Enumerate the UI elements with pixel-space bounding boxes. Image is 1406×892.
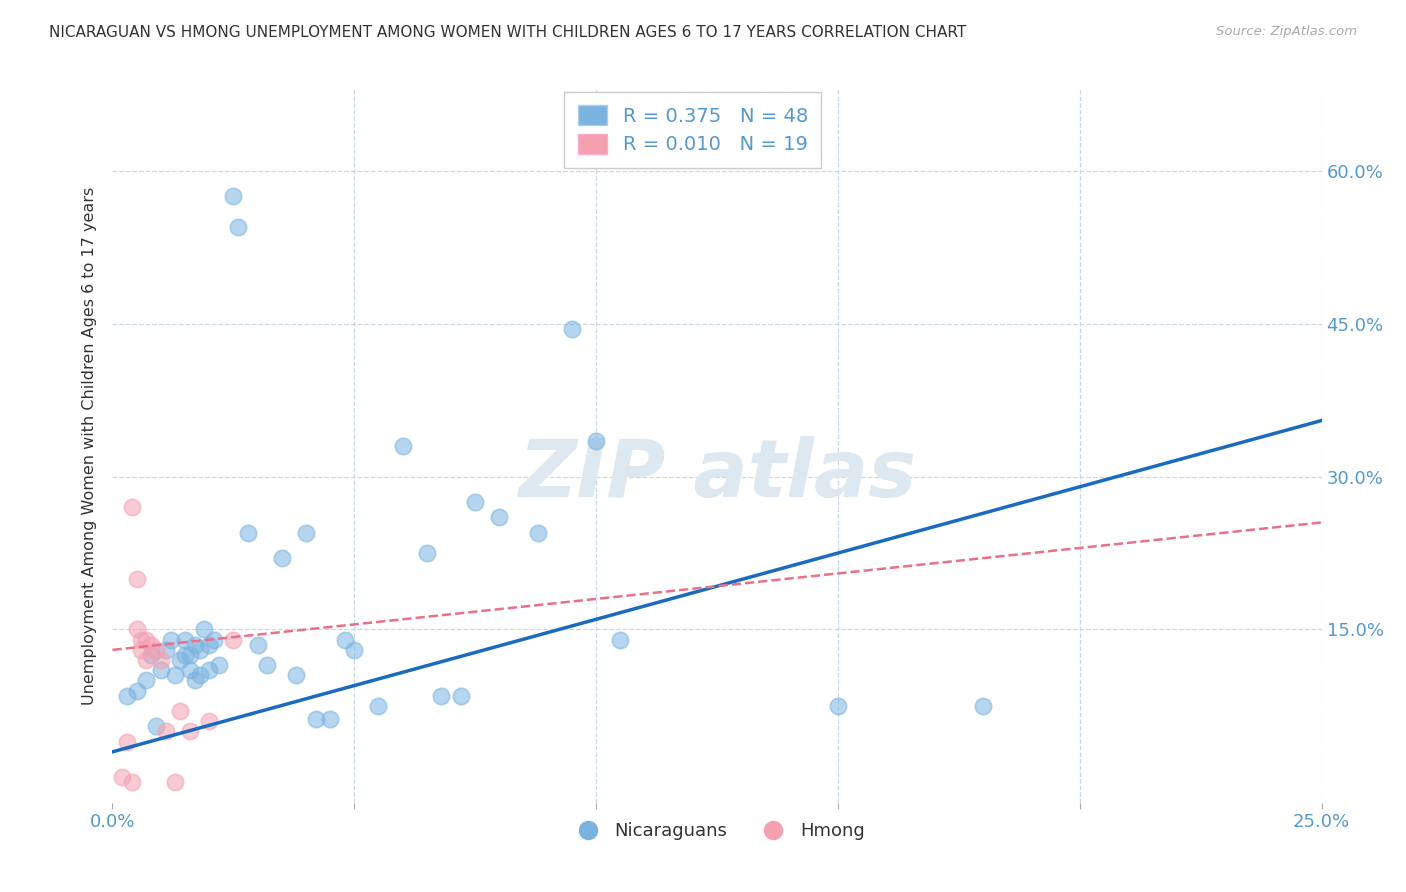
Legend: Nicaraguans, Hmong: Nicaraguans, Hmong xyxy=(562,815,872,847)
Point xyxy=(165,668,187,682)
Point xyxy=(115,734,138,748)
Point xyxy=(174,632,197,647)
Point xyxy=(155,724,177,739)
Point xyxy=(179,663,201,677)
Point xyxy=(609,632,631,647)
Point xyxy=(319,712,342,726)
Point xyxy=(561,322,583,336)
Point xyxy=(488,510,510,524)
Point xyxy=(222,632,245,647)
Point xyxy=(174,648,197,662)
Point xyxy=(527,525,550,540)
Point xyxy=(188,643,211,657)
Point xyxy=(115,689,138,703)
Point xyxy=(464,495,486,509)
Point xyxy=(145,719,167,733)
Point xyxy=(430,689,453,703)
Point xyxy=(121,775,143,789)
Point xyxy=(183,638,205,652)
Point xyxy=(198,714,221,729)
Point xyxy=(111,770,134,784)
Point xyxy=(125,683,148,698)
Point xyxy=(450,689,472,703)
Point xyxy=(179,648,201,662)
Point xyxy=(125,623,148,637)
Point xyxy=(222,189,245,203)
Point xyxy=(256,658,278,673)
Point xyxy=(193,623,215,637)
Point xyxy=(159,632,181,647)
Point xyxy=(343,643,366,657)
Point xyxy=(141,648,163,662)
Point xyxy=(121,500,143,515)
Point xyxy=(827,698,849,713)
Point xyxy=(972,698,994,713)
Point xyxy=(202,632,225,647)
Point xyxy=(135,673,157,688)
Point xyxy=(198,663,221,677)
Point xyxy=(155,643,177,657)
Point xyxy=(208,658,231,673)
Text: NICARAGUAN VS HMONG UNEMPLOYMENT AMONG WOMEN WITH CHILDREN AGES 6 TO 17 YEARS CO: NICARAGUAN VS HMONG UNEMPLOYMENT AMONG W… xyxy=(49,25,966,40)
Point xyxy=(246,638,269,652)
Point xyxy=(285,668,308,682)
Point xyxy=(179,724,201,739)
Point xyxy=(135,653,157,667)
Point xyxy=(141,638,163,652)
Point xyxy=(131,643,153,657)
Point xyxy=(135,632,157,647)
Point xyxy=(270,551,292,566)
Point xyxy=(131,632,153,647)
Point xyxy=(149,663,172,677)
Point xyxy=(198,638,221,652)
Point xyxy=(391,439,413,453)
Point xyxy=(295,525,318,540)
Point xyxy=(333,632,356,647)
Point xyxy=(416,546,439,560)
Point xyxy=(169,653,191,667)
Point xyxy=(304,712,326,726)
Point xyxy=(145,643,167,657)
Point xyxy=(226,219,249,234)
Text: Source: ZipAtlas.com: Source: ZipAtlas.com xyxy=(1216,25,1357,38)
Point xyxy=(188,668,211,682)
Point xyxy=(149,653,172,667)
Text: ZIP atlas: ZIP atlas xyxy=(517,435,917,514)
Point xyxy=(236,525,259,540)
Point xyxy=(125,572,148,586)
Point xyxy=(165,775,187,789)
Point xyxy=(183,673,205,688)
Point xyxy=(367,698,389,713)
Point xyxy=(585,434,607,448)
Point xyxy=(169,704,191,718)
Y-axis label: Unemployment Among Women with Children Ages 6 to 17 years: Unemployment Among Women with Children A… xyxy=(82,187,97,705)
